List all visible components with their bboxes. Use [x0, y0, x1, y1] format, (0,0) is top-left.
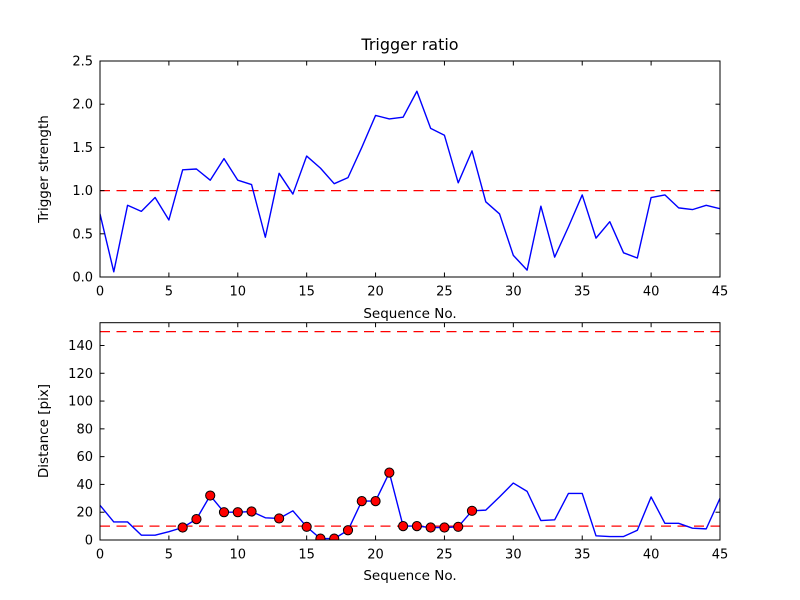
trigger-point-marker — [315, 533, 326, 541]
distance-plot-x-axis-ticks: 0 5 10 15 20 25 30 35 40 45 — [96, 322, 729, 563]
distance-plot-series-line — [100, 471, 720, 540]
distance-plot-x-tick-label: 20 — [367, 548, 384, 563]
trigger-point-marker — [246, 506, 257, 517]
distance-plot-x-tick-label: 10 — [230, 548, 247, 563]
trigger-point-marker — [398, 521, 409, 532]
distance-plot-y-tick-label: 120 — [68, 367, 93, 382]
distance-plot-x-tick-label: 40 — [643, 548, 660, 563]
trigger-point-marker — [453, 521, 464, 532]
trigger-point-marker — [205, 490, 216, 501]
trigger-strength-plot-x-tick-label: 25 — [436, 285, 453, 300]
trigger-strength-plot-y-tick-label: 0.5 — [72, 227, 93, 242]
trigger-point-marker — [301, 521, 312, 532]
distance-plot-y-tick-label: 40 — [76, 478, 93, 493]
trigger-point-marker — [218, 507, 230, 518]
trigger-strength-plot-y-tick-label: 2.5 — [72, 55, 93, 70]
trigger-strength-plot-y-tick-label: 0.0 — [72, 271, 93, 286]
top-x-axis-label: Sequence No. — [363, 306, 457, 322]
trigger-strength-plot-x-tick-label: 30 — [505, 285, 522, 300]
distance-plot-y-tick-label: 100 — [68, 395, 93, 410]
trigger-point-marker — [425, 522, 436, 533]
trigger-strength-plot-y-tick-label: 1.0 — [72, 184, 93, 199]
trigger-strength-plot-x-axis-ticks: 0 5 10 15 20 25 30 35 40 45 — [96, 61, 728, 300]
trigger-strength-plot-x-tick-label: 40 — [643, 285, 660, 300]
distance-plot-x-tick-label: 0 — [96, 548, 104, 563]
trigger-point-marker — [466, 505, 478, 516]
trigger-strength-plot-axes-box — [99, 60, 721, 278]
trigger-point-marker — [191, 514, 202, 525]
trigger-strength-plot-x-tick-label: 35 — [574, 285, 591, 300]
distance-plot-x-tick-label: 45 — [712, 548, 729, 563]
trigger-point-marker — [411, 521, 422, 532]
trigger-point-marker — [232, 507, 243, 518]
trigger-strength-plot-y-tick-label: 2.0 — [72, 98, 93, 113]
distance-plot-y-axis-ticks: 0 20 40 60 80 100 120 140 — [68, 339, 720, 549]
distance-plot-y-tick-label: 60 — [76, 450, 93, 465]
distance-plot-y-tick-label: 80 — [76, 422, 93, 437]
distance-plot-x-tick-label: 25 — [436, 548, 453, 563]
distance-plot-axes-box — [99, 322, 721, 541]
trigger-point-marker — [384, 467, 395, 478]
trigger-strength-plot-series-line — [100, 90, 720, 273]
trigger-strength-plot-x-tick-label: 15 — [298, 285, 315, 300]
chart-title: Trigger ratio — [361, 35, 459, 54]
distance-plot: 0 5 10 15 20 25 30 35 40 45 0 20 40 60 80 100 120 140 — [68, 322, 729, 563]
trigger-point-marker — [356, 496, 367, 507]
distance-plot-x-tick-label: 30 — [505, 548, 522, 563]
distance-plot-x-tick-label: 15 — [298, 548, 315, 563]
trigger-strength-plot-x-tick-label: 10 — [230, 285, 247, 300]
trigger-strength-plot-x-tick-label: 20 — [367, 285, 384, 300]
distance-plot-y-tick-label: 140 — [68, 339, 93, 354]
distance-plot-y-tick-label: 0 — [85, 534, 93, 549]
trigger-point-marker — [342, 525, 354, 536]
distance-plot-y-tick-label: 20 — [76, 506, 93, 521]
trigger-strength-plot: 0 5 10 15 20 25 30 35 40 45 0.0 0.5 1.0 1.5 2.0 2.5 — [72, 55, 728, 300]
distance-plot-x-tick-label: 5 — [165, 548, 173, 563]
trigger-point-marker — [439, 522, 450, 533]
trigger-point-marker — [329, 533, 340, 541]
trigger-point-marker — [274, 513, 285, 524]
trigger-point-marker — [370, 496, 381, 507]
trigger-strength-plot-y-axis-ticks: 0.0 0.5 1.0 1.5 2.0 2.5 — [72, 55, 720, 286]
bottom-x-axis-label: Sequence No. — [363, 568, 457, 584]
distance-plot-x-tick-label: 35 — [574, 548, 591, 563]
trigger-point-marker — [177, 522, 188, 533]
trigger-strength-plot-x-tick-label: 45 — [712, 285, 729, 300]
trigger-strength-plot-x-tick-label: 0 — [96, 285, 104, 300]
trigger-strength-plot-y-tick-label: 1.5 — [72, 141, 93, 156]
trigger-strength-plot-x-tick-label: 5 — [165, 285, 173, 300]
